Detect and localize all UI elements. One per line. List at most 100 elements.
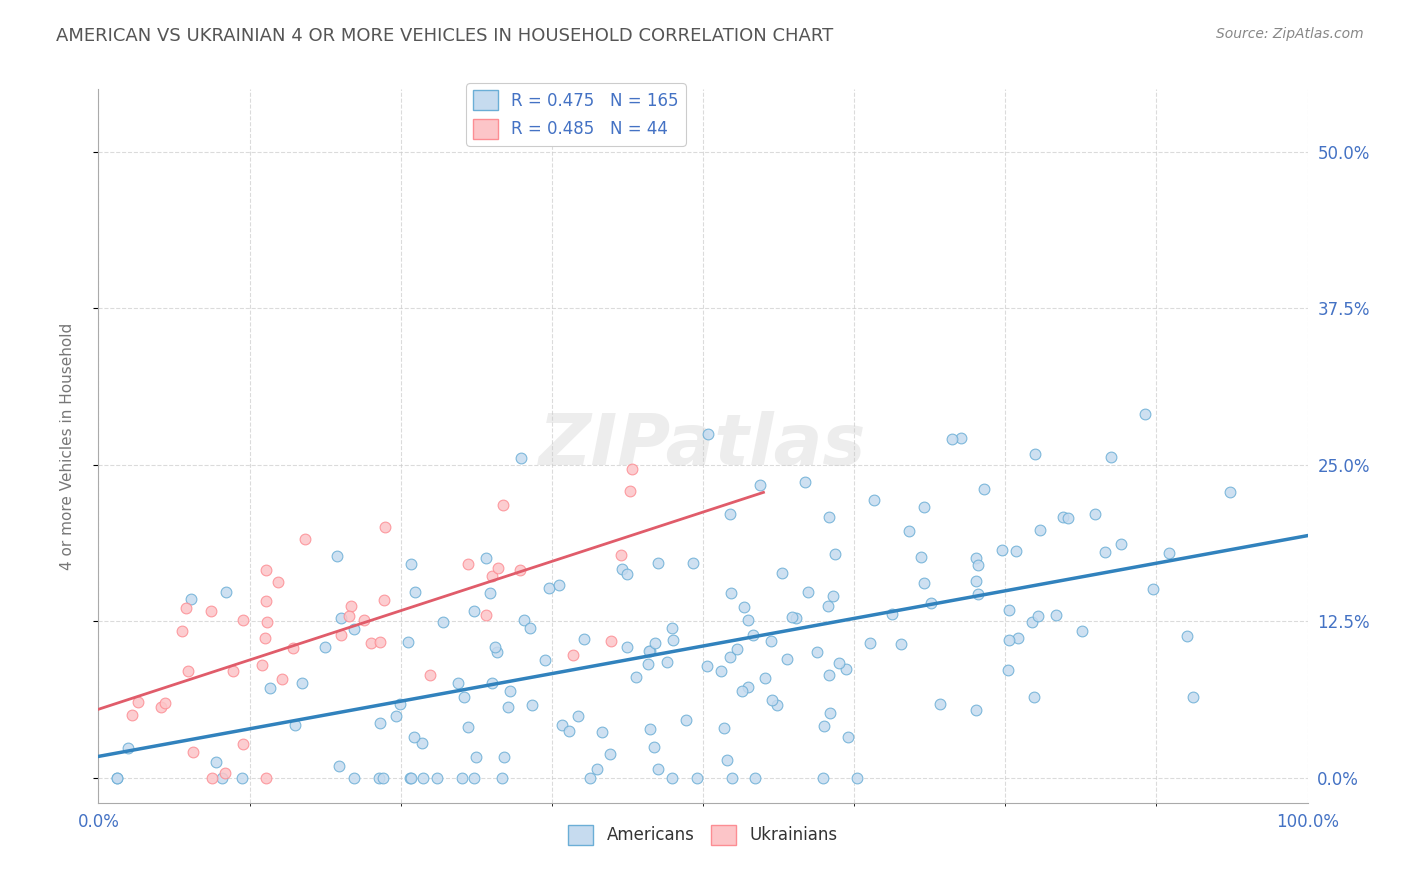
Americans bbox=[991, 542, 1014, 557]
Americans bbox=[998, 632, 1021, 647]
Americans bbox=[997, 663, 1019, 677]
Americans bbox=[373, 771, 395, 785]
Americans bbox=[828, 656, 851, 670]
Text: Source: ZipAtlas.com: Source: ZipAtlas.com bbox=[1216, 27, 1364, 41]
Americans bbox=[399, 771, 422, 785]
Americans bbox=[759, 634, 782, 648]
Text: ZIPatlas: ZIPatlas bbox=[540, 411, 866, 481]
Americans bbox=[457, 720, 479, 734]
Americans bbox=[766, 698, 789, 713]
Americans bbox=[863, 492, 886, 507]
Americans bbox=[806, 645, 828, 659]
Ukrainians bbox=[599, 633, 621, 648]
Americans bbox=[912, 575, 935, 590]
Americans bbox=[721, 771, 744, 785]
Ukrainians bbox=[360, 636, 382, 650]
Americans bbox=[574, 632, 596, 647]
Americans bbox=[368, 771, 391, 785]
Americans bbox=[661, 621, 683, 635]
Americans bbox=[776, 652, 799, 666]
Americans bbox=[880, 607, 903, 622]
Ukrainians bbox=[254, 562, 277, 576]
Ukrainians bbox=[232, 738, 254, 752]
Text: AMERICAN VS UKRAINIAN 4 OR MORE VEHICLES IN HOUSEHOLD CORRELATION CHART: AMERICAN VS UKRAINIAN 4 OR MORE VEHICLES… bbox=[56, 27, 834, 45]
Americans bbox=[713, 721, 735, 735]
Americans bbox=[284, 717, 307, 731]
Americans bbox=[464, 749, 486, 764]
Americans bbox=[965, 703, 987, 717]
Legend: Americans, Ukrainians: Americans, Ukrainians bbox=[561, 818, 845, 852]
Americans bbox=[748, 478, 770, 492]
Americans bbox=[314, 640, 336, 655]
Americans bbox=[485, 645, 508, 659]
Americans bbox=[846, 771, 869, 785]
Americans bbox=[537, 581, 560, 595]
Americans bbox=[107, 771, 129, 785]
Americans bbox=[813, 719, 835, 733]
Americans bbox=[389, 698, 412, 712]
Americans bbox=[821, 589, 844, 603]
Americans bbox=[733, 599, 755, 614]
Americans bbox=[384, 709, 406, 723]
Ukrainians bbox=[201, 771, 224, 785]
Americans bbox=[1084, 507, 1107, 521]
Americans bbox=[447, 675, 470, 690]
Americans bbox=[1135, 407, 1157, 421]
Americans bbox=[426, 771, 449, 785]
Ukrainians bbox=[232, 613, 254, 627]
Americans bbox=[637, 657, 659, 672]
Americans bbox=[551, 717, 574, 731]
Americans bbox=[291, 676, 314, 690]
Americans bbox=[591, 725, 613, 739]
Americans bbox=[328, 759, 350, 773]
Americans bbox=[780, 610, 803, 624]
Americans bbox=[453, 690, 475, 704]
Americans bbox=[644, 636, 666, 650]
Americans bbox=[519, 621, 541, 635]
Americans bbox=[720, 586, 742, 600]
Americans bbox=[1022, 690, 1045, 704]
Ukrainians bbox=[419, 668, 441, 682]
Americans bbox=[817, 599, 839, 613]
Americans bbox=[647, 762, 669, 776]
Americans bbox=[638, 722, 661, 736]
Ukrainians bbox=[181, 745, 204, 759]
Americans bbox=[818, 668, 841, 682]
Americans bbox=[509, 450, 531, 465]
Americans bbox=[1004, 544, 1026, 558]
Ukrainians bbox=[222, 664, 245, 678]
Americans bbox=[1024, 447, 1046, 461]
Americans bbox=[686, 771, 709, 785]
Americans bbox=[998, 603, 1021, 617]
Americans bbox=[818, 510, 841, 524]
Americans bbox=[481, 676, 503, 690]
Americans bbox=[1159, 546, 1181, 560]
Ukrainians bbox=[254, 771, 277, 785]
Americans bbox=[949, 430, 972, 444]
Americans bbox=[731, 684, 754, 698]
Americans bbox=[638, 643, 661, 657]
Americans bbox=[1029, 524, 1052, 538]
Americans bbox=[920, 597, 942, 611]
Americans bbox=[1056, 510, 1078, 524]
Ukrainians bbox=[337, 608, 360, 623]
Americans bbox=[259, 681, 281, 695]
Americans bbox=[463, 603, 485, 617]
Americans bbox=[329, 611, 352, 625]
Americans bbox=[616, 567, 638, 582]
Ukrainians bbox=[121, 708, 143, 723]
Americans bbox=[412, 771, 434, 785]
Americans bbox=[793, 475, 815, 490]
Americans bbox=[761, 693, 783, 707]
Americans bbox=[737, 680, 759, 694]
Americans bbox=[643, 739, 665, 754]
Americans bbox=[1094, 544, 1116, 558]
Americans bbox=[910, 549, 932, 564]
Americans bbox=[898, 524, 921, 538]
Americans bbox=[890, 637, 912, 651]
Americans bbox=[399, 558, 422, 572]
Americans bbox=[682, 556, 704, 570]
Ukrainians bbox=[353, 613, 375, 627]
Americans bbox=[463, 771, 485, 785]
Americans bbox=[718, 649, 741, 664]
